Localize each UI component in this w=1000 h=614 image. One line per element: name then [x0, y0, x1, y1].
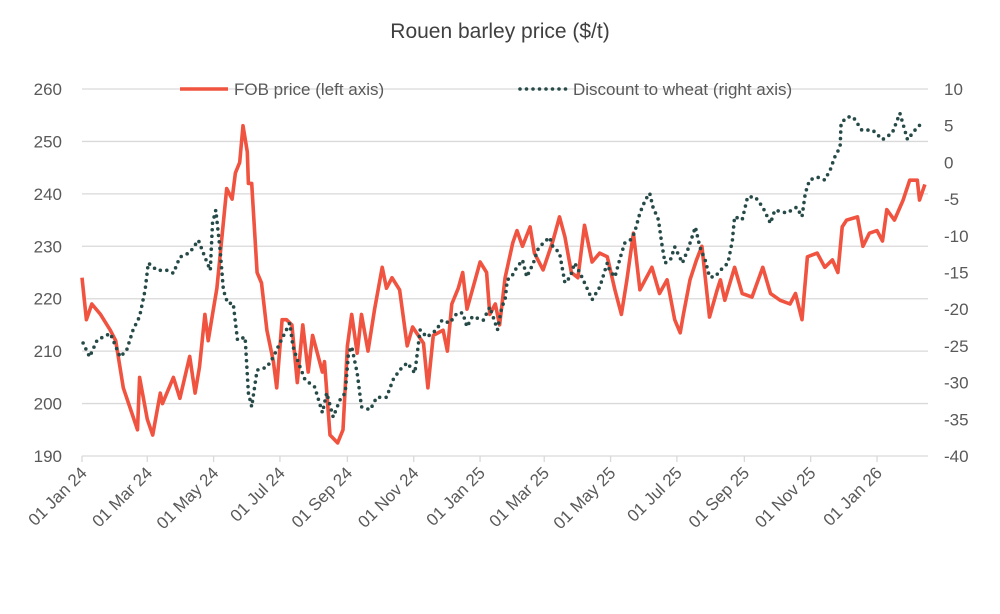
- y-right-tick-label: 10: [944, 80, 963, 99]
- y-right-tick-label: -20: [944, 300, 969, 319]
- chart-title: Rouen barley price ($/t): [390, 20, 609, 43]
- y-left-tick-label: 230: [34, 237, 62, 256]
- x-tick-label: 01 Jul 24: [227, 463, 289, 525]
- x-tick-label: 01 May 25: [550, 463, 620, 533]
- y-right-tick-label: -25: [944, 337, 969, 356]
- legend-label-discount: Discount to wheat (right axis): [573, 80, 792, 99]
- y-right-tick-label: 5: [944, 117, 953, 136]
- y-right-tick-label: -10: [944, 227, 969, 246]
- y-left-tick-label: 250: [34, 132, 62, 151]
- x-tick-label: 01 Sep 25: [685, 463, 753, 531]
- y-left-tick-label: 260: [34, 80, 62, 99]
- y-right-tick-label: -40: [944, 447, 969, 466]
- legend-label-fob: FOB price (left axis): [234, 80, 384, 99]
- y-right-tick-label: -5: [944, 190, 959, 209]
- x-tick-label: 01 Mar 25: [485, 463, 553, 531]
- series-lines: [80, 111, 927, 445]
- x-tick-label: 01 Jan 26: [820, 463, 886, 529]
- y-left-tick-label: 200: [34, 395, 62, 414]
- y-right-tick-label: -35: [944, 410, 969, 429]
- legend: FOB price (left axis) Discount to wheat …: [180, 80, 792, 99]
- y-left-tick-label: 190: [34, 447, 62, 466]
- x-tick-label: 01 May 24: [153, 463, 223, 533]
- x-tick-label: 01 Jan 25: [423, 463, 489, 529]
- series-line-discount-to-wheat: [81, 111, 925, 419]
- x-tick-label: 01 Jan 24: [25, 463, 91, 529]
- x-tick-label: 01 Nov 25: [751, 463, 819, 531]
- series-line-fob-price: [80, 123, 927, 445]
- y-right-tick-label: -30: [944, 374, 969, 393]
- x-tick-label: 01 Mar 24: [89, 463, 157, 531]
- x-tick-label: 01 Nov 24: [354, 463, 422, 531]
- y-right-tick-label: 0: [944, 153, 953, 172]
- y-left-tick-label: 210: [34, 342, 62, 361]
- x-tick-label: 01 Sep 24: [288, 463, 356, 531]
- x-tick-label: 01 Jul 25: [624, 463, 686, 525]
- y-right-tick-label: -15: [944, 264, 969, 283]
- gridlines: [82, 88, 928, 405]
- y-left-tick-label: 240: [34, 185, 62, 204]
- y-left-tick-label: 220: [34, 290, 62, 309]
